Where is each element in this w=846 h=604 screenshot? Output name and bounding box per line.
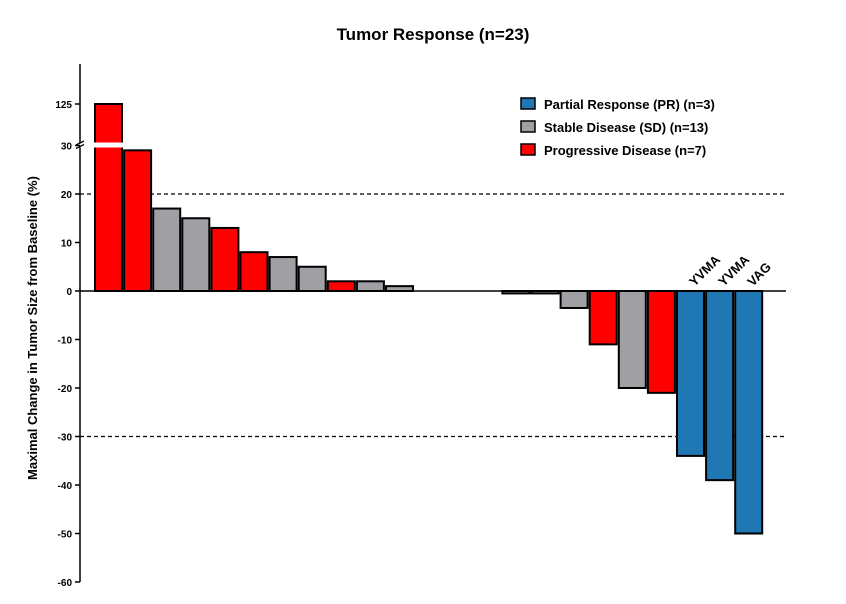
y-tick-label: 20: [61, 190, 73, 201]
bar: [355, 280, 385, 292]
bar: [326, 280, 356, 292]
bar: [734, 290, 764, 535]
y-tick-label: -30: [58, 433, 73, 444]
bar: [268, 256, 298, 292]
y-tick-label: -20: [58, 384, 73, 395]
y-tick-label: 0: [66, 287, 72, 298]
bar-annotation: YVMA: [715, 252, 753, 290]
bar-annotation: YVMA: [686, 252, 724, 290]
bar: [617, 290, 647, 389]
bar: [152, 207, 182, 292]
axis-break-gap: [93, 142, 124, 148]
bar: [705, 290, 735, 482]
bar: [94, 103, 123, 292]
bar: [646, 290, 676, 394]
bar: [559, 290, 589, 309]
legend: Partial Response (PR) (n=3) Stable Diseas…: [520, 97, 715, 158]
y-tick-label: -50: [58, 530, 73, 541]
bar: [588, 290, 618, 346]
legend-label: Progressive Disease (n=7): [544, 143, 706, 158]
y-tick-label: -40: [58, 481, 73, 492]
y-tick-label: -10: [58, 336, 73, 347]
y-tick-label: 30: [61, 142, 73, 153]
bar: [210, 226, 240, 292]
legend-swatch: [520, 120, 536, 133]
bar: [297, 265, 327, 292]
axis-break-mark: [75, 143, 85, 150]
bar: [676, 290, 705, 457]
chart-title: Tumor Response (n=23): [337, 25, 530, 44]
legend-label: Partial Response (PR) (n=3): [544, 97, 715, 112]
y-axis-label: Maximal Change in Tumor Size from Baseli…: [25, 176, 40, 480]
legend-label: Stable Disease (SD) (n=13): [544, 120, 708, 135]
bar: [239, 251, 269, 292]
y-tick-label: 125: [55, 100, 72, 111]
y-tick-label: -60: [58, 578, 73, 589]
legend-swatch: [520, 97, 536, 110]
bar: [181, 217, 211, 292]
y-tick-label: 10: [61, 239, 73, 250]
bar: [123, 149, 153, 292]
legend-swatch: [520, 143, 536, 156]
axis-break-mark: [75, 140, 85, 146]
